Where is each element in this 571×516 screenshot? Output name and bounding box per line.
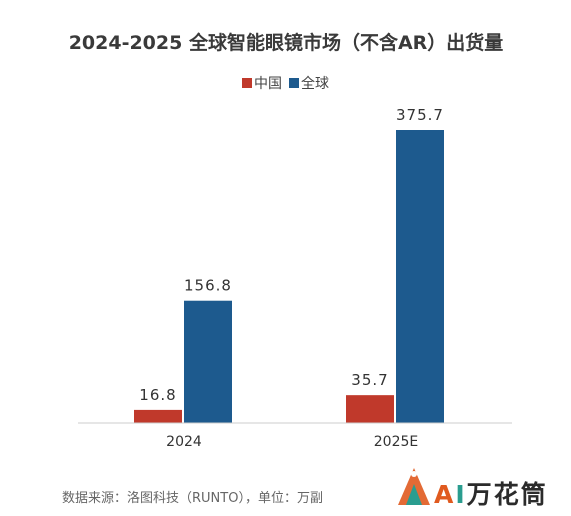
chart-title: 2024-2025 全球智能眼镜市场（不含AR）出货量 xyxy=(69,31,504,54)
x-axis-ticks: 2024 2025E xyxy=(166,434,418,450)
legend-swatch-global xyxy=(289,78,299,88)
brand-logo-icon xyxy=(398,468,430,505)
value-labels-group: 16.8 156.8 35.7 375.7 xyxy=(139,106,444,404)
bar-global-2025e xyxy=(396,130,444,423)
legend-swatch-china xyxy=(242,78,252,88)
bar-china-2025e xyxy=(346,395,394,423)
value-label-china-2024: 16.8 xyxy=(139,386,176,404)
value-label-global-2024: 156.8 xyxy=(184,277,232,295)
bar-global-2024 xyxy=(184,300,232,423)
source-note: 数据来源：洛图科技（RUNTO），单位：万副 xyxy=(62,491,323,506)
legend-label-global: 全球 xyxy=(301,75,329,92)
value-label-china-2025e: 35.7 xyxy=(351,371,388,389)
legend: 中国 全球 xyxy=(242,75,329,92)
watermark: AI万花筒 xyxy=(398,468,548,509)
watermark-text: AI万花筒 xyxy=(434,480,548,509)
bar-china-2024 xyxy=(134,409,182,423)
value-label-global-2025e: 375.7 xyxy=(396,106,444,124)
bars-group xyxy=(134,130,444,423)
legend-label-china: 中国 xyxy=(254,76,282,92)
x-tick-label-2025e: 2025E xyxy=(374,434,418,450)
x-tick-label-2024: 2024 xyxy=(166,434,202,450)
